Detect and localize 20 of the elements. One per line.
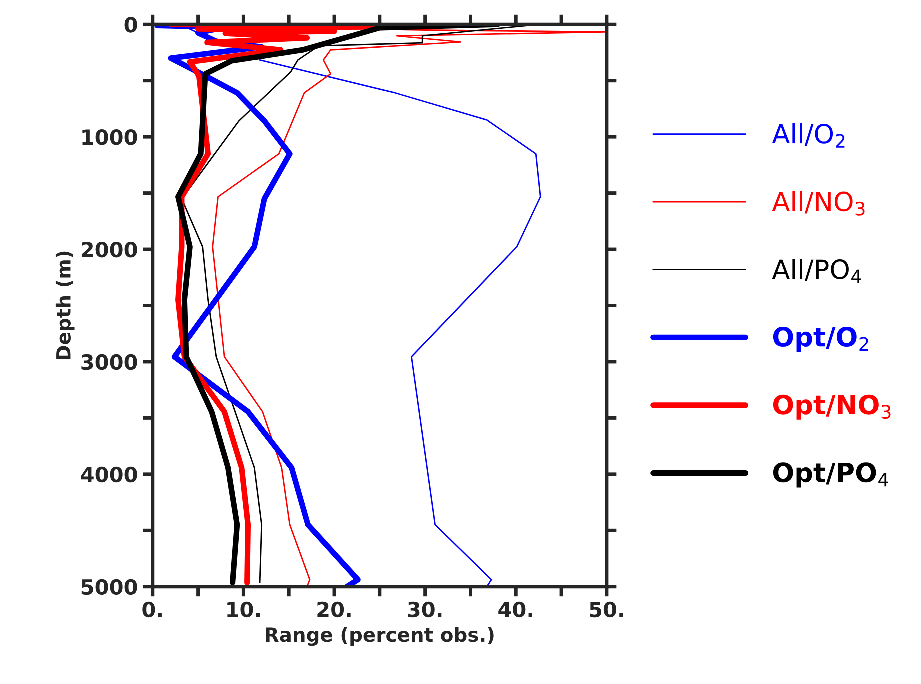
y-tick-label: 2000 — [82, 242, 138, 258]
x-tick-label: 10. — [228, 602, 260, 618]
legend-label: All/NO$_{3}$ — [772, 191, 865, 216]
legend-label: Opt/O$_{2}$ — [773, 327, 868, 352]
y-axis-title: Depth (m) — [56, 252, 75, 360]
y-tick-label: 1000 — [82, 130, 138, 146]
x-tick-label: 40. — [498, 602, 532, 618]
legend-label: All/PO$_{4}$ — [772, 259, 862, 284]
legend-label: All/O$_{2}$ — [772, 123, 845, 148]
x-tick-label: 20. — [318, 602, 351, 618]
y-tick-label: 4000 — [81, 466, 138, 483]
x-tick-label: 30. — [408, 602, 442, 618]
x-tick-label: 50. — [590, 602, 624, 618]
y-tick-label: 5000 — [82, 579, 138, 596]
legend-label: Opt/PO$_{4}$ — [773, 462, 888, 488]
legend-label: Opt/NO$_{3}$ — [773, 394, 891, 420]
x-tick-label: 0. — [142, 602, 162, 618]
y-tick-label: 3000 — [82, 354, 138, 370]
y-tick-label: 0 — [124, 17, 138, 33]
x-axis-title: Range (percent obs.) — [266, 627, 494, 646]
